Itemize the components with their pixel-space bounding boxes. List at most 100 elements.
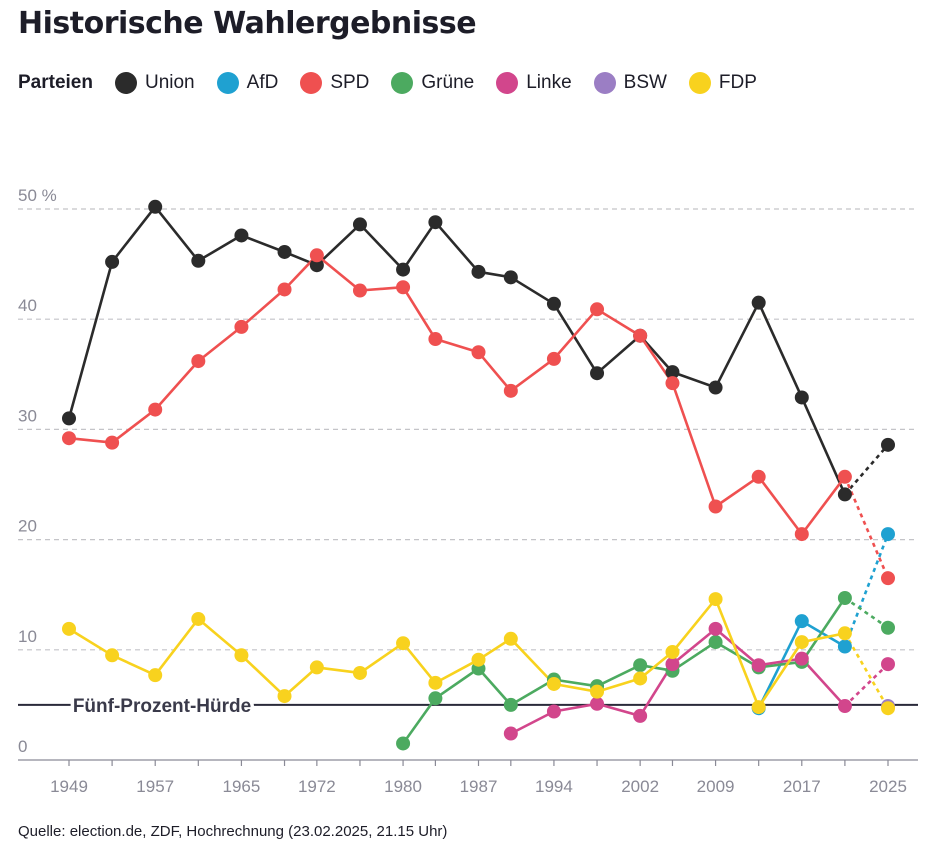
x-tick-label: 1994 — [535, 777, 573, 796]
data-point-fdp — [751, 700, 766, 715]
data-point-union — [105, 254, 120, 269]
data-point-union — [62, 411, 76, 426]
y-tick-label: 10 — [18, 627, 37, 646]
data-point-fdp — [881, 701, 895, 716]
threshold-layer: Fünf-Prozent-Hürde — [18, 692, 918, 720]
data-point-union — [471, 264, 486, 279]
data-point-linke — [751, 658, 766, 673]
data-point-gruene — [708, 635, 723, 650]
data-point-fdp — [590, 684, 605, 699]
series-line-gruene — [402, 596, 889, 745]
series-line-spd — [68, 254, 890, 579]
data-point-union — [751, 295, 766, 310]
data-point-gruene — [837, 591, 852, 606]
data-point-linke — [590, 696, 605, 711]
x-tick-label: 1965 — [223, 777, 261, 796]
projection-segment — [843, 663, 889, 707]
data-point-union — [428, 215, 443, 230]
x-tick-label: 2002 — [621, 777, 659, 796]
legend-item-linke: Linke — [496, 72, 572, 94]
line-chart: 0 10 20 30 40 50 % 1949 1957 1965 1972 1980 1987 199… — [18, 186, 918, 796]
legend-text: FDP — [718, 72, 757, 93]
legend-swatch — [300, 72, 323, 94]
data-point-spd — [428, 332, 443, 347]
data-point-union — [191, 253, 206, 268]
series-line-fdp — [68, 597, 890, 709]
series-line-union — [67, 205, 889, 496]
axis-layer: 0 10 20 30 40 50 % 1949 1957 1965 1972 1980 1987 199… — [18, 186, 918, 796]
data-point-union — [546, 296, 561, 311]
y-tick-label: 0 — [18, 737, 27, 756]
data-point-spd — [471, 345, 486, 360]
legend-item-afd: AfD — [216, 72, 278, 94]
data-point-gruene — [503, 697, 518, 712]
data-point-union — [277, 244, 292, 259]
series-path — [402, 597, 846, 745]
data-point-spd — [62, 431, 76, 446]
legend-item-gruene: Grüne — [391, 72, 474, 94]
y-tick-label: 30 — [18, 406, 37, 425]
series-path — [68, 597, 846, 709]
data-point-union — [352, 217, 367, 232]
legend-swatch — [216, 72, 239, 94]
data-point-spd — [234, 319, 249, 334]
data-point-union — [881, 437, 895, 452]
data-point-fdp — [471, 652, 486, 667]
data-point-union — [396, 262, 411, 277]
data-point-union — [234, 228, 249, 243]
series-points — [62, 199, 895, 751]
projection-segment — [843, 476, 890, 579]
data-point-gruene — [881, 620, 895, 635]
legend-text: BSW — [623, 72, 667, 93]
legend-item-bsw: BSW — [593, 72, 667, 94]
x-tick-label: 1957 — [136, 777, 174, 796]
legend-text: Grüne — [421, 72, 475, 93]
legend-text: SPD — [330, 72, 370, 93]
data-point-linke — [503, 726, 518, 741]
x-tick-label: 1980 — [384, 777, 422, 796]
data-point-union — [708, 380, 723, 395]
data-point-linke — [837, 699, 852, 714]
data-point-fdp — [633, 671, 648, 686]
y-tick-label: 20 — [18, 517, 37, 536]
y-tick-label: 40 — [18, 296, 37, 315]
projection-segment — [843, 632, 890, 709]
data-point-spd — [309, 248, 324, 263]
data-point-gruene — [633, 658, 648, 673]
legend-swatch — [391, 72, 414, 94]
data-point-spd — [352, 283, 367, 298]
legend: Parteien Union AfD SPD Grüne Linke BSW FDP — [18, 68, 779, 98]
data-point-fdp — [234, 648, 249, 663]
data-point-fdp — [352, 665, 367, 680]
data-point-fdp — [428, 675, 443, 690]
data-point-spd — [277, 282, 292, 297]
grid-layer — [18, 208, 918, 651]
data-point-spd — [837, 469, 852, 484]
data-point-fdp — [62, 621, 76, 636]
data-point-fdp — [503, 631, 518, 646]
legend-item-union: Union — [114, 72, 195, 94]
data-point-linke — [665, 657, 680, 672]
data-point-linke — [546, 704, 561, 719]
legend-swatch — [114, 72, 137, 94]
data-point-spd — [751, 469, 766, 484]
data-point-afd — [837, 639, 852, 654]
data-point-fdp — [105, 648, 120, 663]
legend-item-spd: SPD — [300, 72, 369, 94]
data-point-spd — [191, 354, 206, 369]
data-point-linke — [633, 708, 648, 723]
data-point-spd — [881, 571, 895, 586]
data-point-spd — [794, 527, 809, 542]
data-point-spd — [590, 302, 605, 317]
data-point-linke — [794, 651, 809, 666]
page-title: Historische Wahlergebnisse — [18, 6, 477, 41]
threshold-label: Fünf-Prozent-Hürde — [73, 696, 251, 717]
x-tick-label: 2017 — [783, 777, 821, 796]
data-point-spd — [633, 328, 648, 343]
data-point-spd — [396, 280, 411, 295]
data-point-fdp — [794, 635, 809, 650]
x-tick-label: 1987 — [460, 777, 498, 796]
data-point-union — [148, 199, 163, 214]
legend-text: Linke — [526, 72, 572, 93]
data-point-union — [309, 258, 324, 273]
